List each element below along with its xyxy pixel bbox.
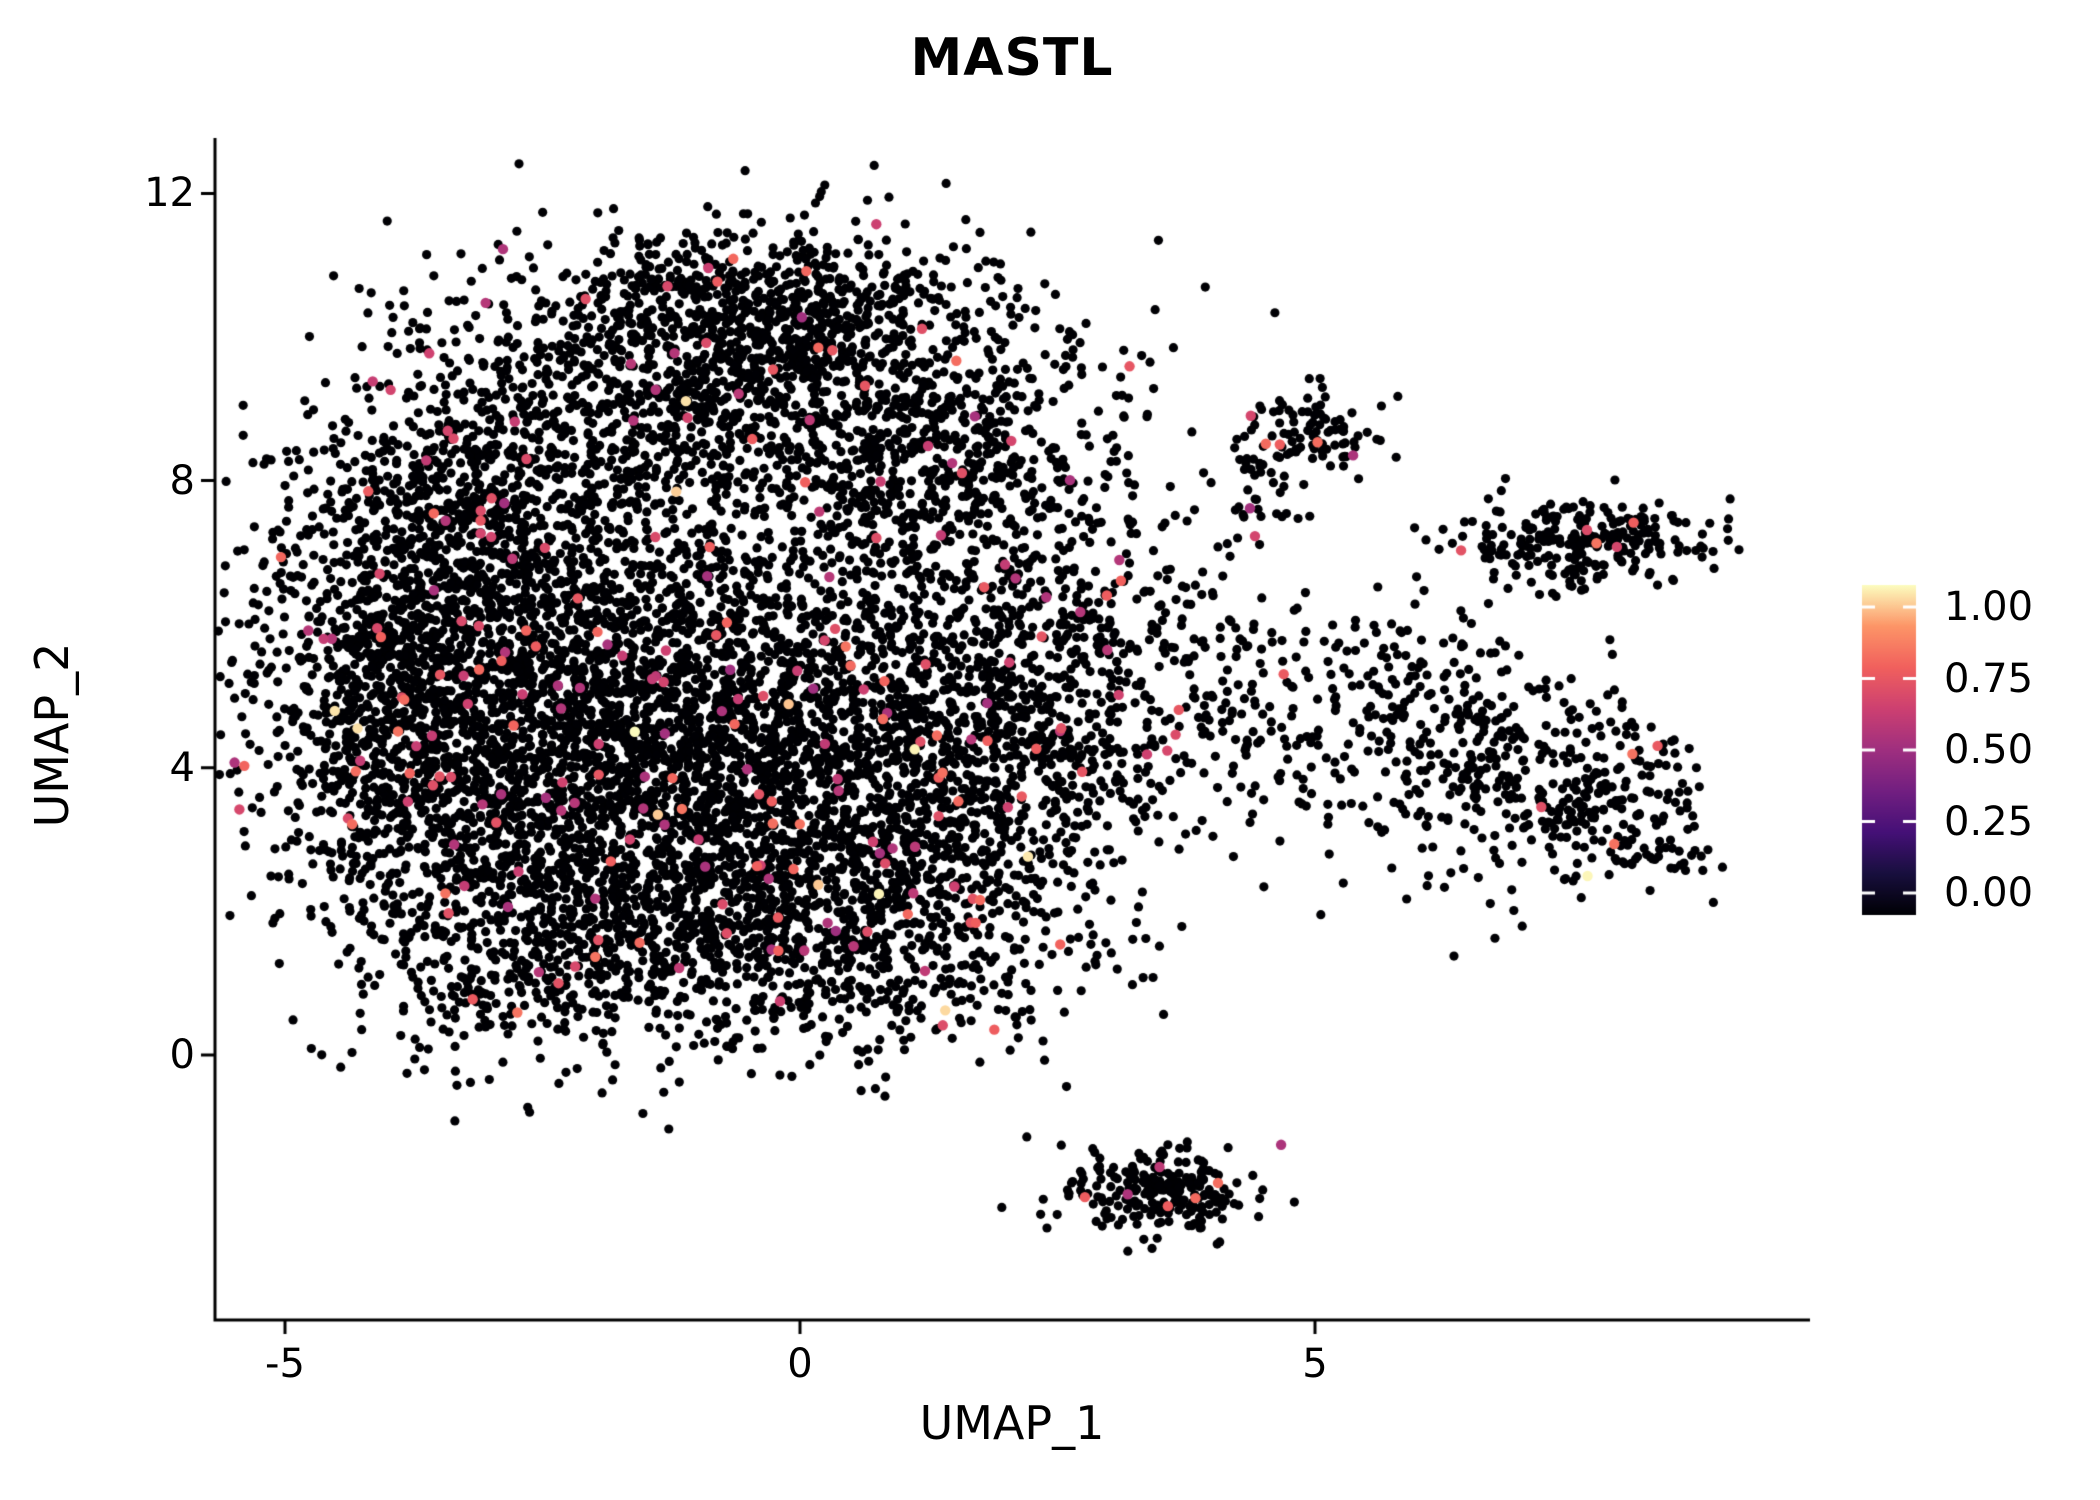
y-axis-label: UMAP_2 [25, 642, 79, 828]
y-tick-label: 8 [169, 458, 195, 504]
x-axis-label: UMAP_1 [919, 1396, 1105, 1450]
legend-tick-label: 0.00 [1944, 870, 2034, 916]
y-tick-label: 4 [169, 745, 195, 791]
plot-title: MASTL [910, 28, 1114, 88]
x-tick-label: 5 [1302, 1341, 1328, 1387]
legend-tick-label: 0.75 [1944, 656, 2034, 702]
y-tick-label: 0 [169, 1032, 195, 1078]
x-tick-label: -5 [265, 1341, 305, 1387]
legend-tick-label: 0.50 [1944, 727, 2034, 773]
x-tick-label: 0 [787, 1341, 813, 1387]
legend-tick-label: 1.00 [1944, 584, 2034, 630]
y-tick-label: 12 [144, 170, 195, 216]
legend-tick-label: 0.25 [1944, 799, 2034, 845]
